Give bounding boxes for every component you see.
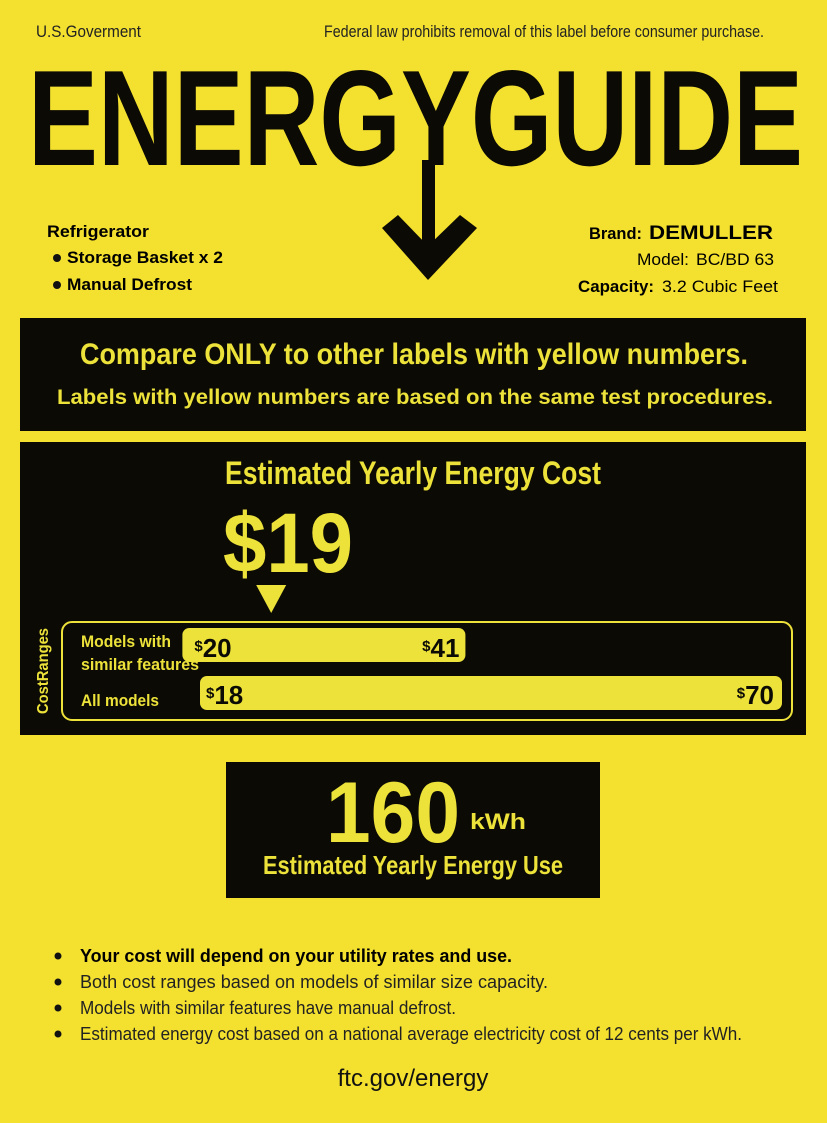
cost-pointer-icon: [256, 585, 287, 613]
note-item: Both cost ranges based on models of simi…: [80, 972, 548, 992]
bullet-icon: [54, 952, 62, 960]
energy-use-unit: kWh: [470, 809, 526, 834]
brand-label: Brand:: [589, 224, 642, 243]
notes-area: Your cost will depend on your utility ra…: [54, 946, 742, 1092]
down-arrow-icon: [382, 160, 477, 280]
similar-models-range-bar: [182, 628, 466, 662]
similar-models-label: Models with: [81, 632, 171, 651]
brand-value: DEMULLER: [649, 223, 773, 244]
capacity-label: Capacity:: [578, 277, 654, 296]
compare-panel: Compare ONLY to other labels with yellow…: [20, 318, 806, 431]
compare-headline: Compare ONLY to other labels with yellow…: [80, 338, 748, 371]
compare-subline: Labels with yellow numbers are based on …: [57, 386, 773, 409]
cost-heading: Estimated Yearly Energy Cost: [225, 455, 601, 491]
note-item: Models with similar features have manual…: [80, 998, 456, 1018]
bullet-icon: [54, 978, 62, 986]
bullet-icon: [53, 281, 61, 289]
bullet-icon: [54, 1030, 62, 1038]
feature-item: Storage Basket x 2: [67, 248, 223, 267]
model-label: Model:: [637, 250, 689, 269]
feature-item: Manual Defrost: [67, 275, 192, 294]
header-area: U.S.Goverment Federal law prohibits remo…: [28, 22, 803, 296]
similar-min-cost: $20: [194, 633, 231, 663]
removal-notice: Federal law prohibits removal of this la…: [324, 22, 764, 41]
cost-ranges-label: CostRanges: [35, 628, 52, 714]
appliance-type: Refrigerator: [47, 222, 149, 241]
estimated-cost-value: $19: [223, 496, 353, 590]
energy-use-value: 160: [326, 765, 460, 861]
ftc-link[interactable]: ftc.gov/energy: [338, 1065, 489, 1092]
all-models-range-bar: [200, 676, 782, 710]
capacity-value: 3.2 Cubic Feet: [662, 277, 778, 296]
note-item: Your cost will depend on your utility ra…: [80, 946, 512, 966]
energy-use-label: Estimated Yearly Energy Use: [263, 850, 563, 880]
all-min-cost: $18: [206, 680, 243, 710]
cost-panel: Estimated Yearly Energy Cost $19 CostRan…: [20, 442, 806, 735]
similar-max-cost: $41: [422, 633, 459, 663]
cost-ranges-frame: [61, 621, 793, 721]
issuer-text: U.S.Goverment: [36, 22, 141, 41]
all-max-cost: $70: [737, 680, 774, 710]
energy-use-panel: 160 kWh Estimated Yearly Energy Use: [226, 762, 600, 898]
all-models-label: All models: [81, 691, 159, 710]
note-item: Estimated energy cost based on a nationa…: [80, 1024, 742, 1044]
energyguide-title: ENERGYGUIDE: [28, 42, 803, 194]
bullet-icon: [53, 254, 61, 262]
model-value: BC/BD 63: [696, 250, 774, 269]
bullet-icon: [54, 1004, 62, 1012]
similar-models-label: similar features: [81, 655, 199, 674]
